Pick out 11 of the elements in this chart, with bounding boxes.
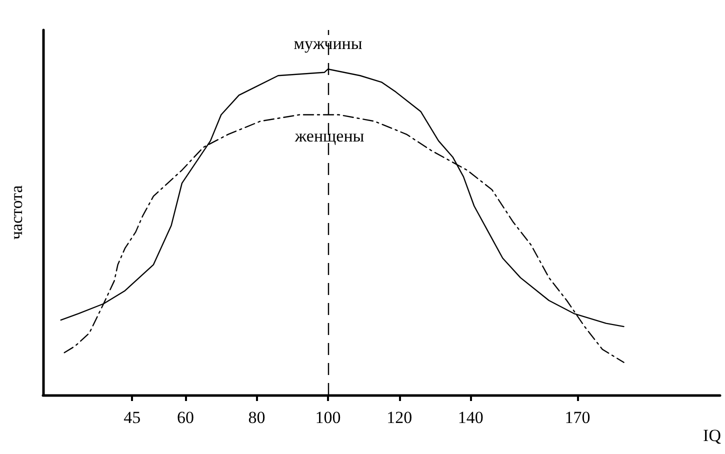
x-tick-label: 80	[248, 408, 266, 427]
x-tick-label: 140	[458, 408, 484, 427]
x-tick-label: 45	[124, 408, 141, 427]
x-tick-label: 120	[386, 408, 412, 427]
series-label: женщены	[294, 126, 365, 146]
x-tick-label: 100	[315, 408, 341, 427]
x-tick-label: 170	[564, 408, 590, 427]
x-tick-label: 60	[177, 408, 194, 427]
y-axis-title: частота	[7, 184, 26, 240]
series-label: мужчины	[294, 34, 363, 54]
x-axis-title: IQ	[703, 426, 722, 445]
